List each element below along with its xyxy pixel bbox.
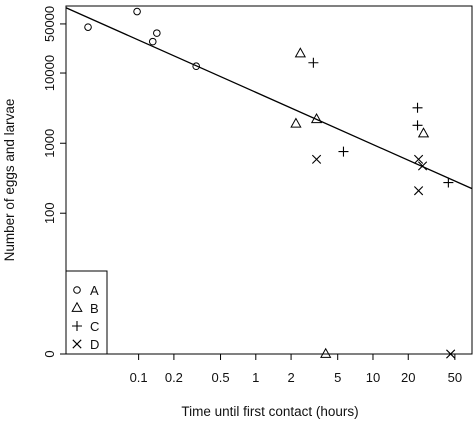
- x-axis-title: Time until first contact (hours): [181, 404, 358, 419]
- data-point-c: [338, 146, 349, 157]
- x-tick-label: 1: [252, 370, 259, 385]
- y-tick-label: 10000: [42, 55, 57, 91]
- data-point-a: [148, 37, 157, 46]
- fit-line-layer: [65, 7, 473, 190]
- data-point-d: [417, 161, 428, 171]
- legend-marker-b: [71, 301, 83, 312]
- legend-label-b: B: [90, 301, 99, 316]
- plot-frame: [65, 5, 473, 355]
- x-tick-label: 0.5: [211, 370, 229, 385]
- data-point-b: [290, 117, 302, 128]
- x-tick-label: 0.1: [130, 370, 148, 385]
- regression-line: [65, 7, 473, 190]
- data-point-b: [294, 47, 307, 58]
- data-point-a: [192, 62, 200, 71]
- legend-label-d: D: [90, 337, 99, 352]
- legend-label-c: C: [90, 319, 99, 334]
- legend-label-a: A: [90, 283, 99, 298]
- data-point-b: [310, 112, 323, 124]
- data-point-d: [413, 154, 424, 164]
- y-axis-title: Number of eggs and larvae: [2, 99, 17, 262]
- x-tick-label: 5: [334, 370, 341, 385]
- data-point-b: [320, 347, 332, 358]
- x-tick-label: 10: [366, 370, 380, 385]
- legend-box: [65, 270, 108, 355]
- y-tick-label: 1000: [42, 129, 57, 158]
- data-point-c: [412, 102, 423, 113]
- legend-marker-d: [72, 339, 82, 349]
- x-tick-label: 50: [448, 370, 462, 385]
- data-point-d: [413, 186, 424, 196]
- y-tick-label: 0: [42, 350, 57, 357]
- data-point-d: [311, 154, 322, 164]
- y-tick-label: 100: [42, 202, 57, 224]
- legend-marker-c: [72, 321, 82, 331]
- data-point-a: [153, 29, 161, 37]
- data-point-c: [412, 120, 423, 131]
- data-point-c: [443, 177, 454, 188]
- x-axis: 0.1 0.2 0.5 1 2 5 10 20 50: [130, 354, 462, 385]
- data-point-d: [446, 349, 456, 359]
- x-tick-label: 0.2: [165, 370, 183, 385]
- data-point-b: [417, 127, 430, 138]
- legend-marker-a: [73, 286, 81, 294]
- points-layer: [84, 7, 456, 359]
- data-point-a: [133, 7, 141, 16]
- data-point-a: [84, 23, 92, 31]
- x-tick-label: 20: [401, 370, 415, 385]
- y-tick-label: 50000: [42, 6, 57, 42]
- y-axis: 0 100 1000 10000 50000: [42, 6, 66, 358]
- x-tick-label: 2: [287, 370, 294, 385]
- data-point-c: [308, 57, 319, 68]
